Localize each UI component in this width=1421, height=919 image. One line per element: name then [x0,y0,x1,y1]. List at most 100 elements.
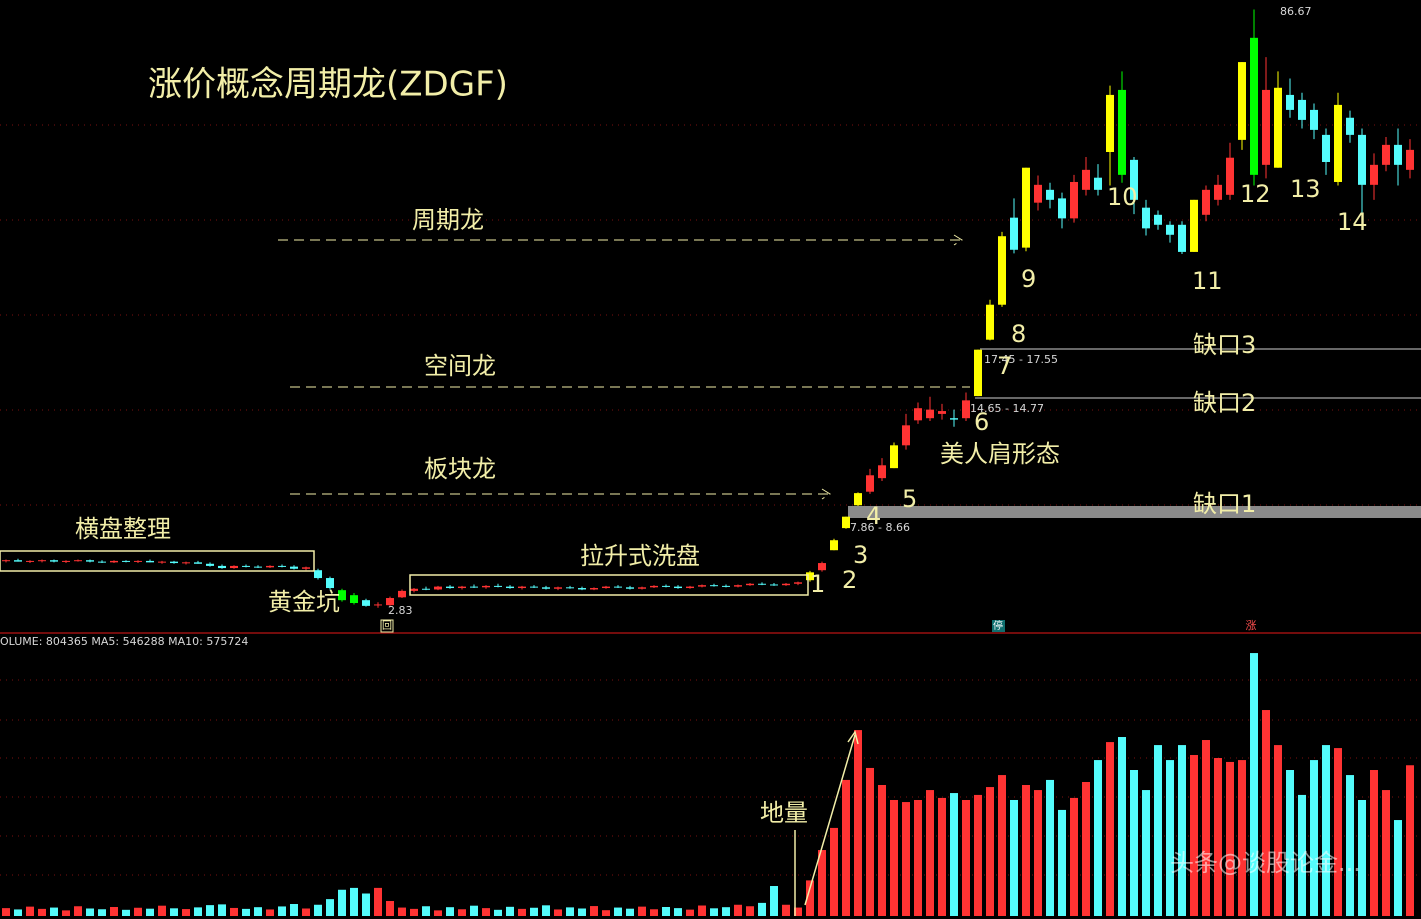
candle-body [1094,177,1102,190]
volume-bar [362,893,370,916]
volume-bar [1298,794,1306,916]
wave-number: 3 [853,541,868,569]
volume-bar [746,906,754,916]
volume-bar [1094,760,1102,916]
volume-bar [1034,790,1042,916]
candle-body [782,583,790,586]
volume-arrow [804,730,859,906]
volume-bar [470,905,478,916]
volume-bar [866,767,874,916]
wave-number: 9 [1021,265,1036,293]
candle-body [878,465,886,479]
candle-body [278,565,286,567]
candle-body [1178,224,1186,252]
volume-bar [1106,742,1114,916]
volume-bar [50,907,58,916]
gap-label: 缺口2 [1193,389,1256,417]
volume-bar [350,887,358,916]
candle-body [938,411,946,414]
candle-body [926,409,934,419]
candle-body [350,595,358,604]
volume-bar [614,907,622,916]
candle-body [1130,159,1138,200]
candle-body [998,236,1006,305]
candle-body [446,586,454,589]
candle-body [470,586,478,588]
volume-bar [782,904,790,916]
wave-number: 10 [1107,183,1138,211]
volume-bar [290,904,298,916]
candle-body [1406,149,1414,170]
volume-bar [410,908,418,916]
candle-body [506,586,514,589]
volume-bar [938,797,946,916]
candle-body [914,408,922,421]
candle-body [1358,134,1366,185]
high-label: 86.67 [1280,5,1312,18]
annotation: 周期龙 [412,206,484,234]
candle-body [710,585,718,587]
candle-body [1382,144,1390,165]
volume-bar [686,909,694,916]
volume-bar [1238,760,1246,916]
candle-body [1274,87,1282,168]
candle-body [302,567,310,569]
wave-number: 11 [1192,267,1223,295]
volume-bar [854,730,862,916]
volume-bar [734,904,742,916]
candle-body [362,600,370,606]
candle-body [1262,89,1270,165]
volume-bar [218,904,226,916]
candle-body [374,604,382,606]
wave-number: 4 [866,502,881,530]
volume-bar [1010,799,1018,916]
volume-bar [530,907,538,916]
candle-body [38,560,46,562]
gap-label: 缺口1 [1193,490,1256,518]
candle-body [1010,217,1018,250]
annotation: 空间龙 [424,352,496,380]
volume-bar [1142,790,1150,916]
volume-bar [1226,761,1234,916]
marker: 涨 [1246,619,1257,632]
volume-bar [650,909,658,916]
candle-body [218,565,226,569]
volume-bar [326,899,334,916]
candle-body [1142,207,1150,229]
volume-bar [674,908,682,916]
candle-body [854,493,862,506]
candle-body [1118,89,1126,175]
volume-bar [1022,784,1030,916]
volume-bar [602,910,610,916]
candle-body [902,425,910,446]
candle-body [410,588,418,591]
volume-bar [266,909,274,916]
volume-bar [1334,748,1342,916]
volume-bar [914,799,922,916]
candle-body [566,587,574,589]
volume-bar [926,790,934,916]
candle-body [98,561,106,563]
candle-body [194,562,202,564]
volume-bar [542,905,550,916]
candle-body [326,578,334,589]
volume-bar [1214,758,1222,916]
candle-body [206,563,214,566]
volume-bar [434,910,442,916]
candle-body [890,445,898,469]
volume-bar [254,907,262,916]
wave-number: 1 [810,570,825,598]
candle-body [1046,189,1054,200]
volume-bar [122,909,130,916]
candle-body [794,582,802,584]
marker-box [380,619,394,633]
candle-body [134,560,142,562]
candle-body [1034,184,1042,203]
volume-bar [842,779,850,916]
candle-body [182,562,190,564]
volume-bar [38,908,46,916]
candle-body [806,572,814,581]
volume-bar [830,827,838,916]
volume-bar [242,908,250,916]
